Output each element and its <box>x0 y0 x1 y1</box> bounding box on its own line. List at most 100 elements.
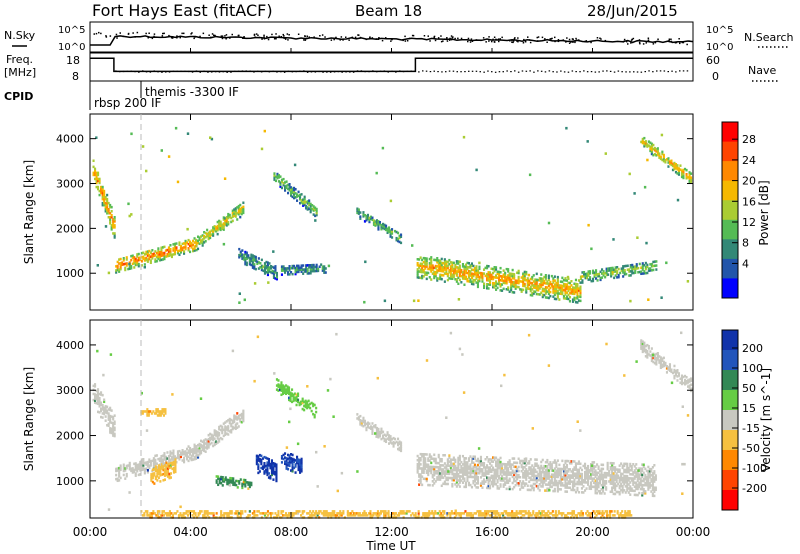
range-cell <box>221 431 224 435</box>
range-cell <box>662 360 665 364</box>
range-cell <box>146 510 149 513</box>
range-cell <box>445 266 448 270</box>
range-cell <box>602 475 605 479</box>
range-cell <box>531 292 534 295</box>
range-cell <box>234 415 237 418</box>
range-cell <box>161 246 165 249</box>
range-cell <box>446 464 449 467</box>
range-cell <box>167 248 171 251</box>
nave-dot <box>659 70 662 72</box>
range-cell <box>155 412 158 415</box>
range-cell <box>629 473 632 476</box>
range-cell <box>591 477 594 480</box>
range-cell <box>309 210 312 214</box>
range-cell <box>416 272 419 275</box>
range-cell <box>389 235 392 238</box>
range-cell <box>544 475 547 478</box>
range-cell <box>499 464 502 468</box>
range-cell <box>513 281 516 284</box>
range-cell <box>564 490 567 493</box>
range-cell <box>464 457 468 460</box>
range-cell <box>455 270 458 273</box>
range-cell <box>564 291 567 294</box>
range-cell <box>591 461 594 464</box>
range-cell <box>452 269 455 273</box>
range-cell <box>439 478 442 481</box>
range-cell <box>190 242 193 245</box>
range-cell <box>529 472 532 475</box>
range-cell <box>97 173 100 177</box>
range-cell <box>473 465 477 469</box>
beam-label: Beam 18 <box>355 2 422 20</box>
range-cell <box>294 463 297 466</box>
noise-search-dot <box>284 38 287 40</box>
range-cell <box>492 482 495 486</box>
range-cell <box>230 220 233 224</box>
range-cell <box>670 370 673 374</box>
range-cell <box>553 293 556 297</box>
range-cell <box>109 216 112 219</box>
range-cell <box>587 479 590 482</box>
range-cell <box>172 449 175 453</box>
range-cell <box>597 465 600 468</box>
range-cell <box>653 355 656 359</box>
range-cell <box>445 260 448 263</box>
range-cell <box>643 347 646 351</box>
range-cell <box>647 465 650 469</box>
range-cell <box>380 431 383 435</box>
range-cell <box>620 488 623 492</box>
range-cell <box>537 289 540 292</box>
range-cell <box>498 464 501 468</box>
range-cell <box>615 480 618 484</box>
range-cell <box>676 369 679 372</box>
range-cell <box>646 265 649 269</box>
range-cell <box>552 481 555 485</box>
scatter-cell <box>633 192 636 195</box>
range-cell <box>529 488 532 492</box>
nave-dot <box>475 70 478 72</box>
range-cell <box>107 216 110 219</box>
range-cell <box>213 431 216 434</box>
range-cell <box>106 424 109 427</box>
range-cell <box>171 467 174 471</box>
range-cell <box>139 256 142 259</box>
range-cell <box>223 514 226 517</box>
range-cell <box>110 228 113 231</box>
range-cell <box>552 285 555 288</box>
range-cell <box>221 478 224 481</box>
range-cell <box>275 275 279 279</box>
range-cell <box>469 455 472 458</box>
range-cell <box>449 460 452 463</box>
range-cell <box>104 201 107 205</box>
range-cell <box>659 360 662 363</box>
range-cell <box>157 257 160 260</box>
range-cell <box>305 268 308 271</box>
range-cell <box>157 255 160 258</box>
range-cell <box>300 470 303 473</box>
range-cell <box>424 467 427 470</box>
range-cell <box>535 278 538 282</box>
range-cell <box>306 270 309 273</box>
range-cell <box>285 384 288 387</box>
range-cell <box>547 278 550 282</box>
range-cell <box>553 489 556 493</box>
range-cell <box>667 157 670 160</box>
range-cell <box>204 240 207 243</box>
range-cell <box>148 460 151 463</box>
range-cell <box>227 216 230 220</box>
range-cell <box>508 459 511 462</box>
range-cell <box>263 472 266 475</box>
range-cell <box>457 276 460 280</box>
range-cell <box>297 394 300 398</box>
range-cell <box>476 482 480 485</box>
range-cell <box>156 408 159 411</box>
range-cell <box>636 487 639 491</box>
noise-search-dot <box>433 37 435 39</box>
range-cell <box>298 403 301 407</box>
nave-dot <box>629 71 631 73</box>
range-cell <box>122 467 125 471</box>
range-cell <box>359 211 362 214</box>
range-cell <box>190 244 193 247</box>
range-cell <box>514 479 517 483</box>
range-cell <box>532 486 535 490</box>
